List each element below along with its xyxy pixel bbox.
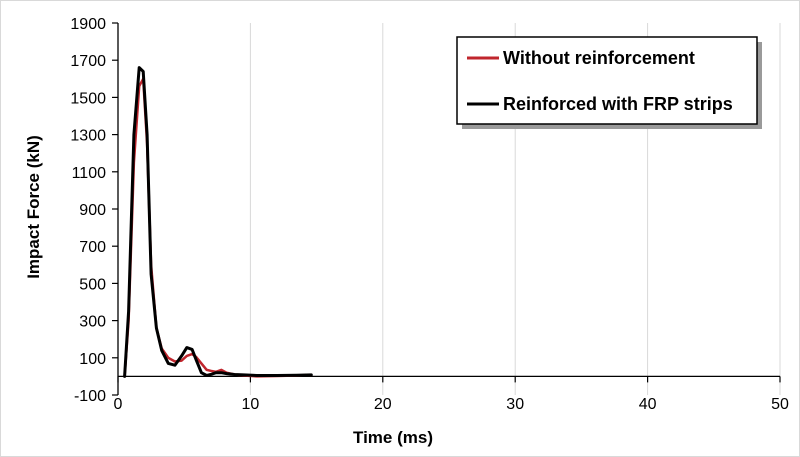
y-tick-label: 900 [79, 202, 106, 219]
legend-box [456, 36, 758, 125]
legend-label-reinforced-frp: Reinforced with FRP strips [503, 94, 733, 114]
x-tick-label: 20 [374, 396, 392, 413]
x-tick-label: 30 [506, 396, 524, 413]
y-tick-label: 1900 [70, 16, 106, 33]
axes [112, 22, 781, 396]
y-tick-label: 500 [79, 276, 106, 293]
y-tick-label: 1700 [70, 53, 106, 70]
series-line-0 [123, 77, 313, 378]
tick-labels: -100 100 300 500 700 900 1100 1300 1500 1700 1900 0… [70, 16, 789, 413]
y-tick-label: 100 [79, 351, 106, 368]
x-axis-title: Time (ms) [353, 428, 433, 447]
x-tick-label: 40 [639, 396, 657, 413]
legend: Without reinforcement Reinforced with FR… [456, 36, 762, 129]
x-tick-label: 0 [114, 396, 123, 413]
y-tick-label: 700 [79, 239, 106, 256]
series-line-1 [123, 66, 313, 378]
x-tick-label: 10 [242, 396, 260, 413]
y-axis-title: Impact Force (kN) [24, 135, 43, 279]
y-tick-label: -100 [74, 388, 106, 405]
legend-label-without-reinforcement: Without reinforcement [503, 48, 695, 68]
x-tick-label: 50 [771, 396, 789, 413]
y-tick-label: 1500 [70, 90, 106, 107]
series-lines [123, 66, 313, 378]
y-tick-label: 300 [79, 314, 106, 331]
y-tick-label: 1100 [72, 165, 107, 182]
y-tick-label: 1300 [70, 128, 106, 145]
